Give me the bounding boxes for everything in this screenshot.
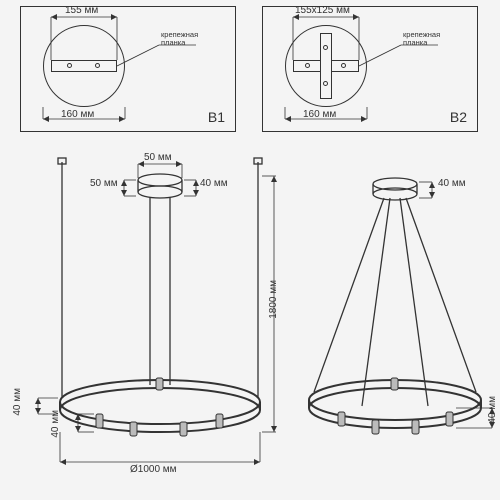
canopy-track-h-label: 40 мм: [200, 178, 228, 189]
b1-plank-dim: 155 мм: [65, 5, 98, 16]
variant-b1-box: 155 мм крепежнаяпланка 160 мм B1: [20, 6, 236, 132]
b1-plank-text: крепежнаяпланка: [161, 31, 198, 48]
variant-b2-box: 155x125 мм крепежнаяпланка 160 мм B2: [262, 6, 478, 132]
b2-plank-text: крепежнаяпланка: [403, 31, 440, 48]
b2-base-dim: 160 мм: [303, 109, 336, 120]
ceiling-canopy-h-label: 40 мм: [438, 178, 466, 189]
b2-plank-dim: 155x125 мм: [295, 5, 350, 16]
spot-h-label: 40 мм: [50, 410, 61, 438]
canopy-h-label: 50 мм: [90, 178, 118, 189]
total-h-label: 1800 мм: [268, 280, 279, 319]
canopy-d-label: 50 мм: [144, 152, 172, 163]
ceiling-spot-h-label: 40 мм: [487, 396, 498, 424]
ring-h-label: 40 мм: [12, 388, 23, 416]
ring-d-label: Ø1000 мм: [130, 464, 177, 475]
b1-base-dim: 160 мм: [61, 109, 94, 120]
b1-variant-label: B1: [208, 109, 225, 125]
pendant-hanging-diagram: [20, 150, 280, 490]
b2-variant-label: B2: [450, 109, 467, 125]
pendant-ceiling-diagram: [300, 160, 500, 490]
